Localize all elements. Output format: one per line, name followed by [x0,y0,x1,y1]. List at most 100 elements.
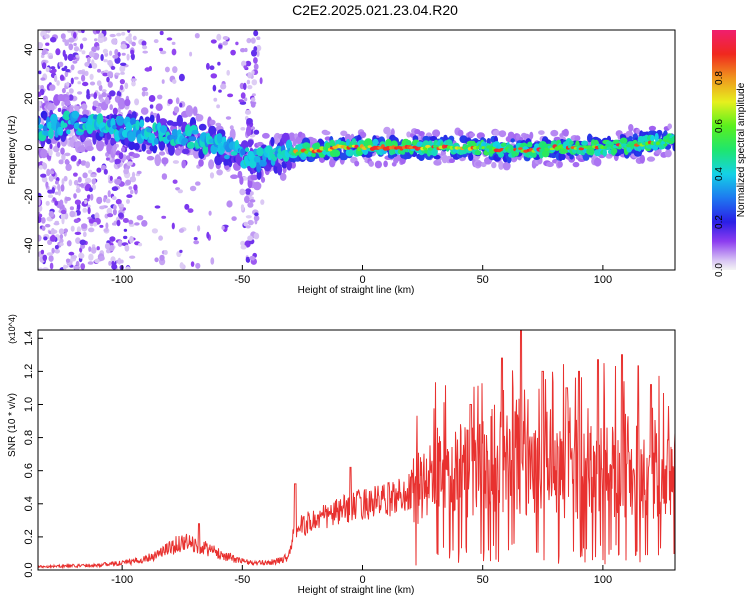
heatmap-cell [148,95,156,102]
heatmap-cell [59,126,64,136]
heatmap-cell [91,184,96,191]
heatmap-cell [45,223,51,228]
heatmap-cell [192,106,198,116]
x-tick-label: 0 [359,274,365,286]
heatmap-cell [171,128,179,137]
heatmap-cell [259,77,263,85]
heatmap-cell [69,206,74,211]
heatmap-cell [95,30,101,34]
heatmap-cell [565,138,573,147]
heatmap-cell [139,119,145,128]
heatmap-cell [529,131,534,140]
heatmap-cell [46,138,52,145]
heatmap-cell [260,176,266,183]
heatmap-cell [171,41,176,46]
heatmap-cell [66,100,71,106]
heatmap-cell [639,154,645,164]
heatmap-cell [154,257,159,263]
heatmap-cell [206,62,210,70]
heatmap-cell [73,193,77,199]
heatmap-cell [247,202,254,208]
heatmap-cell [96,45,100,51]
heatmap-cell [107,190,111,198]
heatmap-cell [189,51,193,57]
heatmap-cell [240,92,246,99]
heatmap-cell [177,189,183,194]
heatmap-cell [98,33,104,38]
heatmap-cell [121,31,126,36]
heatmap-cell [40,249,45,255]
heatmap-cell [48,175,54,182]
x-tick-label: 50 [477,574,489,586]
heatmap-cell [230,151,238,156]
heatmap-cell [148,65,152,72]
heatmap-cell [88,169,93,174]
heatmap-cell [166,37,173,41]
heatmap-cell [125,36,132,42]
heatmap-cell [87,261,94,265]
heatmap-cell [102,72,109,77]
heatmap-cell [91,46,97,53]
heatmap-cell [47,194,54,198]
y-tick-label: 1.2 [23,364,35,379]
heatmap-cell [43,236,48,241]
heatmap-cell [99,205,105,210]
heatmap-cell [134,98,140,106]
heatmap-cell [172,79,177,84]
heatmap-cell [192,148,201,159]
heatmap-cell [158,235,164,241]
y-tick-label: 0.2 [23,529,35,544]
heatmap-cell [227,93,234,98]
heatmap-cell [240,240,246,246]
heatmap-cell [108,245,115,252]
heatmap-cell [111,196,117,201]
heatmap-cell [245,215,252,219]
heatmap-cell [86,194,91,199]
heatmap-cell [50,228,56,236]
heatmap-cell [82,172,88,179]
heatmap-cell [240,127,246,131]
heatmap-cell [87,56,91,64]
heatmap-cell [84,199,88,205]
heatmap-cell [109,50,113,56]
heatmap-cell [49,262,54,270]
heatmap-cell [50,66,56,70]
heatmap-cell [286,160,293,171]
heatmap-cell [40,173,47,178]
heatmap-cell [515,148,521,153]
heatmap-cell [38,100,42,107]
heatmap-cell [77,91,83,95]
heatmap-frame [37,29,676,271]
heatmap-cell [76,226,81,234]
heatmap-cell [75,54,80,58]
heatmap-cell [103,168,108,175]
heatmap-cell [42,267,49,270]
heatmap-cell [76,185,80,190]
heatmap-cell [325,142,331,149]
heatmap-cell [115,198,122,205]
heatmap-cell [246,118,253,125]
heatmap-cell [99,224,104,228]
heatmap-cell [62,49,66,58]
snr-x-ticks: -100 -50 0 50 100 [111,565,612,586]
heatmap-cell [158,151,166,156]
heatmap-cell [81,103,88,110]
heatmap-cell [59,242,64,246]
heatmap-cell [518,147,523,151]
heatmap-cell [240,148,246,156]
heatmap-cell [47,189,53,194]
heatmap-cell [77,146,86,153]
heatmap-cell [178,228,185,233]
heatmap-cell [131,41,136,47]
heatmap-cell [250,37,256,44]
heatmap-cell [142,45,148,50]
heatmap-cell [117,52,121,57]
heatmap-cell [498,151,504,158]
heatmap-cell [198,159,204,167]
heatmap-cell [46,30,51,34]
heatmap-cell [76,203,81,211]
heatmap-cell [235,41,239,46]
y-tick-label: 0.0 [23,562,35,577]
heatmap-cell [107,213,114,218]
